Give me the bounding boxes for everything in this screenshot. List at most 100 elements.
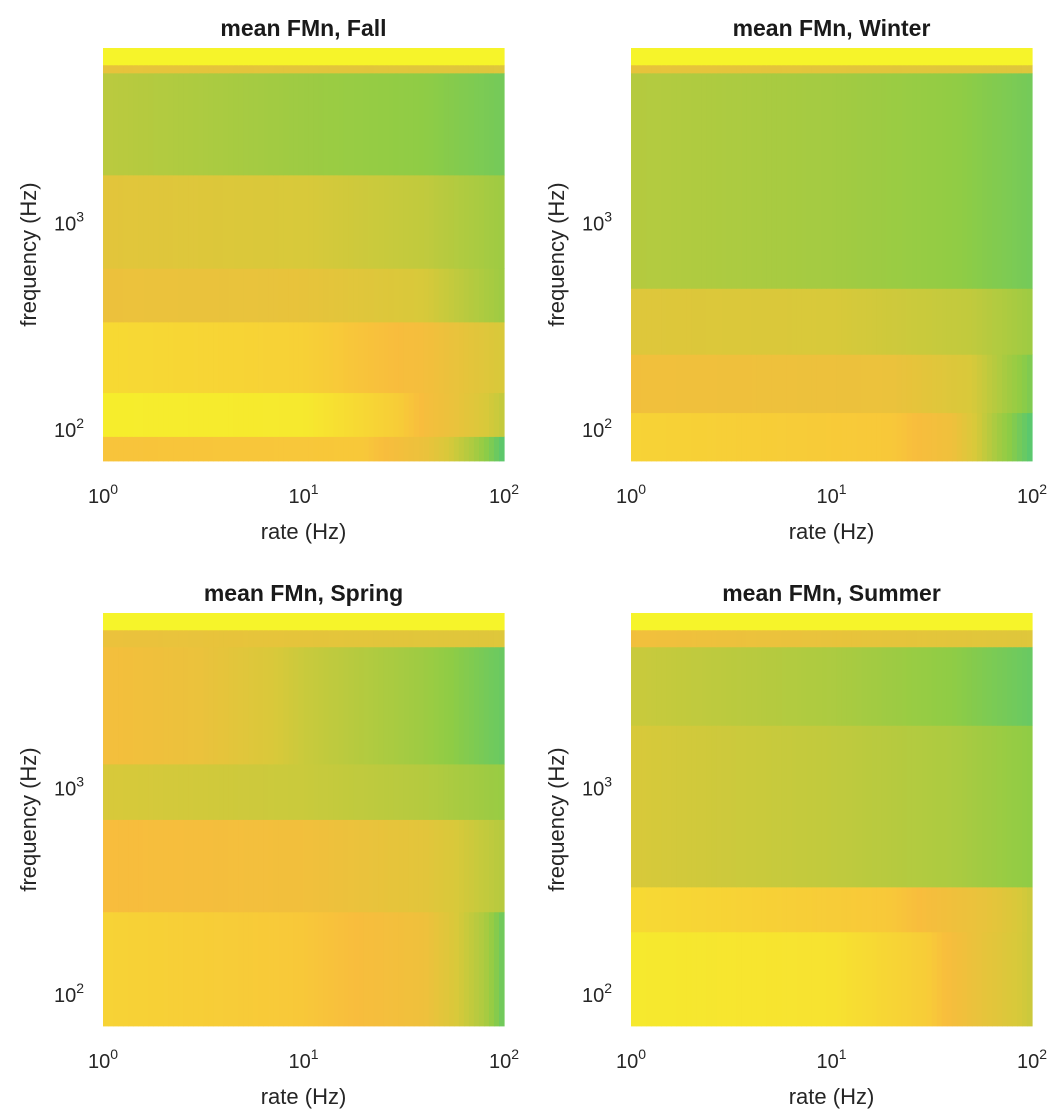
heatmap-cell — [443, 613, 450, 631]
heatmap-cell — [696, 412, 702, 462]
heatmap-cell — [418, 436, 425, 462]
heatmap-cell — [971, 72, 978, 289]
heatmap-cell — [203, 911, 209, 1027]
heatmap-cell — [916, 725, 923, 888]
heatmap-cell — [323, 763, 330, 820]
heatmap-cell — [278, 613, 285, 631]
heatmap-cell — [891, 72, 898, 289]
heatmap-cell — [123, 911, 129, 1027]
heatmap-cell — [498, 64, 505, 74]
heatmap-cell — [343, 911, 350, 1027]
heatmap-cell — [856, 725, 863, 888]
heatmap-cell — [1001, 72, 1008, 289]
heatmap-cell — [273, 646, 280, 765]
heatmap-cell — [746, 646, 752, 726]
heatmap-cell — [203, 268, 209, 323]
heatmap-cell — [233, 48, 239, 66]
heatmap-cell — [313, 72, 320, 176]
heatmap-cell — [298, 646, 305, 765]
heatmap-cell — [393, 613, 400, 631]
heatmap-cell — [468, 268, 475, 323]
heatmap-cell — [976, 646, 983, 726]
heatmap-cell — [138, 911, 144, 1027]
heatmap-cell — [911, 646, 918, 726]
heatmap-cell — [876, 72, 883, 289]
heatmap-cell — [971, 613, 978, 631]
heatmap-cell — [1021, 72, 1028, 289]
heatmap-cell — [786, 354, 792, 414]
heatmap-cell — [751, 354, 757, 414]
heatmap-cell — [656, 613, 662, 631]
heatmap-cell — [198, 613, 204, 631]
heatmap-cell — [338, 48, 345, 66]
heatmap-cell — [318, 321, 325, 394]
heatmap-cell — [438, 819, 445, 913]
heatmap-cell — [891, 48, 898, 66]
heatmap-cell — [816, 412, 823, 462]
heatmap-cell — [238, 646, 244, 765]
heatmap-cell — [498, 174, 505, 269]
heatmap-cell — [726, 48, 732, 66]
heatmap-cell — [388, 174, 395, 269]
heatmap-cell — [438, 48, 445, 66]
heatmap-cell — [821, 412, 828, 462]
heatmap-cell — [298, 48, 305, 66]
heatmap-cell — [188, 911, 194, 1027]
heatmap-cell — [776, 288, 782, 355]
heatmap-cell — [761, 412, 767, 462]
heatmap-cell — [816, 354, 823, 414]
heatmap-cell — [323, 911, 330, 1027]
heatmap-cell — [951, 613, 958, 631]
heatmap-cell — [123, 64, 129, 74]
heatmap-cell — [403, 819, 410, 913]
heatmap-cell — [373, 64, 380, 74]
heatmap-cell — [771, 354, 777, 414]
heatmap-cell — [651, 288, 657, 355]
heatmap-cell — [258, 436, 264, 462]
heatmap-cell — [458, 629, 465, 648]
heatmap-cell — [1001, 64, 1008, 74]
heatmap-cell — [108, 321, 114, 394]
heatmap-cell — [253, 392, 259, 437]
heatmap-cell — [128, 911, 134, 1027]
heatmap-cell — [956, 72, 963, 289]
heatmap-cell — [841, 354, 848, 414]
heatmap-cell — [671, 48, 677, 66]
heatmap-cell — [721, 412, 727, 462]
heatmap-cell — [806, 354, 813, 414]
heatmap-cell — [736, 288, 742, 355]
y-tick-label: 103 — [54, 774, 84, 801]
heatmap-cell — [238, 911, 244, 1027]
heatmap-cell — [218, 268, 224, 323]
heatmap-cell — [776, 613, 782, 631]
heatmap-cell — [936, 629, 943, 648]
heatmap-cell — [333, 646, 340, 765]
heatmap-cell — [138, 819, 144, 913]
heatmap-cell — [756, 288, 762, 355]
heatmap-cell — [726, 931, 732, 1027]
heatmap-cell — [911, 886, 918, 933]
heatmap-cell — [213, 436, 219, 462]
heatmap-cell — [986, 646, 993, 726]
heatmap-cell — [861, 72, 868, 289]
heatmap-cell — [706, 64, 712, 74]
heatmap-cell — [851, 48, 858, 66]
heatmap-cell — [293, 436, 300, 462]
heatmap-cell — [433, 646, 440, 765]
heatmap-cell — [631, 48, 637, 66]
heatmap-cell — [118, 646, 124, 765]
heatmap-cell — [666, 48, 672, 66]
heatmap-cell — [423, 321, 430, 394]
heatmap-cell — [263, 268, 270, 323]
heatmap-cell — [731, 48, 737, 66]
heatmap-cell — [148, 268, 154, 323]
heatmap-cell — [448, 72, 455, 176]
heatmap-cell — [861, 48, 868, 66]
heatmap-cell — [886, 288, 893, 355]
heatmap-cell — [1001, 288, 1008, 355]
heatmap-cell — [203, 392, 209, 437]
heatmap-cell — [178, 629, 184, 648]
heatmap-cell — [443, 48, 450, 66]
y-tick-label: 102 — [582, 415, 612, 442]
heatmap-cell — [946, 646, 953, 726]
